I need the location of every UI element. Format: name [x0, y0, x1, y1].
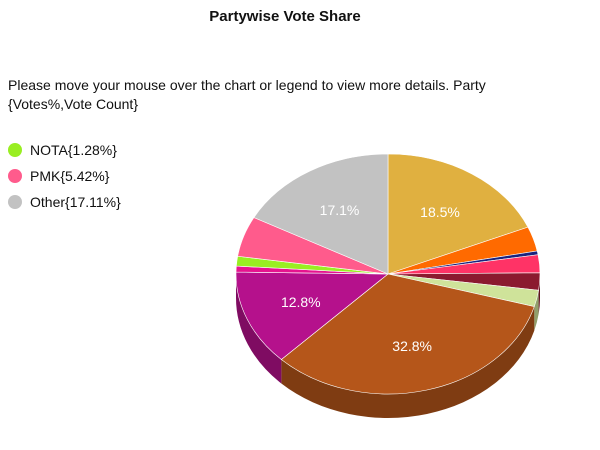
slice-7-128[interactable]: [235, 271, 389, 360]
legend-item-other[interactable]: Other{17.11%}: [8, 189, 121, 215]
slice-11-171-label: 17.1%: [320, 202, 360, 218]
legend-label-nota: NOTA{1.28%}: [30, 142, 117, 158]
legend-item-pmk[interactable]: PMK{5.42%}: [8, 163, 121, 189]
pie-slices: [235, 153, 541, 395]
legend-swatch-nota: [8, 143, 22, 157]
slice-0-185-label: 18.5%: [420, 204, 460, 220]
slice-5-side: [534, 290, 539, 331]
legend-label-pmk: PMK{5.42%}: [30, 168, 110, 184]
slice-7-128-label: 12.8%: [281, 294, 321, 310]
chart-title: Partywise Vote Share: [209, 8, 361, 25]
legend-item-nota[interactable]: NOTA{1.28%}: [8, 137, 121, 163]
slice-7-128-side: [236, 274, 282, 384]
slice-0-185[interactable]: [387, 153, 529, 275]
slice-11-171[interactable]: [253, 153, 389, 275]
legend-label-other: Other{17.11%}: [30, 194, 121, 210]
chart-instructions: Please move your mouse over the chart or…: [8, 77, 486, 112]
slice-6-328[interactable]: [280, 273, 535, 395]
slice-6-328-label: 32.8%: [392, 338, 432, 354]
legend-swatch-pmk: [8, 169, 22, 183]
chart-legend: NOTA{1.28%} PMK{5.42%} Other{17.11%}: [8, 137, 121, 215]
pie-labels: 18.5% 32.8% 12.8% 17.1%: [281, 202, 460, 354]
slice-6-328-side: [281, 306, 535, 419]
legend-swatch-other: [8, 195, 22, 209]
